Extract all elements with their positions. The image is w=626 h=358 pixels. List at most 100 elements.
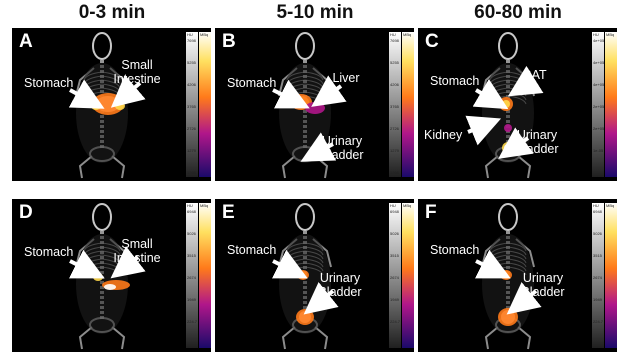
annotation-arrow — [68, 249, 105, 279]
scale-tick-label: 2726 — [187, 126, 196, 131]
scale-tick-label: HU — [390, 203, 396, 208]
scale-tick-label: HU — [187, 32, 193, 37]
annotation-arrow — [507, 65, 544, 97]
scale-tick-label: 2674 — [187, 275, 196, 280]
scale-tick-label: HU — [593, 203, 599, 208]
panel-label: B — [222, 31, 236, 52]
annotation-arrow — [506, 282, 542, 315]
annotation-arrow — [474, 249, 511, 279]
column-header-5-10-min: 5-10 min — [276, 2, 354, 23]
organ-annotation: Small — [121, 58, 153, 72]
image-panel-e: E HU MBq 6948 5026 3515 2674 1949 224.7 Stomach Ur… — [215, 199, 414, 352]
scale-tick-label: 4e+05 — [593, 60, 605, 65]
color-scale-bar — [199, 32, 211, 177]
scale-tick-label: 3765 — [187, 104, 196, 109]
scale-tick-label: 224.7 — [593, 319, 604, 324]
scale-tick-label: 224.7 — [187, 319, 198, 324]
vertebra — [506, 231, 510, 234]
skull — [92, 32, 112, 60]
scale-tick-label: 2674 — [593, 275, 602, 280]
uptake-hotspot — [305, 102, 325, 114]
annotation-arrow — [271, 249, 308, 279]
organ-annotation: Stomach — [24, 245, 74, 259]
uptake-hotspot — [93, 273, 103, 281]
grayscale-bar — [186, 203, 198, 348]
organ-annotation: Intestine — [113, 72, 161, 86]
hindlimb — [111, 155, 126, 179]
annotation-arrow — [303, 282, 339, 315]
color-scale-bar — [402, 32, 414, 177]
annotation-arrow — [465, 115, 502, 146]
panel-label: A — [19, 31, 33, 52]
scale-tick-label: 2726 — [390, 126, 399, 131]
organ-annotation: Bladder — [318, 285, 362, 299]
grayscale-bar — [592, 203, 604, 348]
scale-tick-label: 2e+05 — [593, 104, 605, 109]
uptake-hotspot — [296, 309, 314, 325]
scale-tick-label: 1949 — [593, 297, 602, 302]
skull — [92, 203, 112, 231]
organ-annotation: Kidney — [424, 128, 463, 142]
scale-tick-label: 7698 — [390, 38, 399, 43]
annotation-arrow — [272, 79, 310, 109]
annotation-arrow — [110, 74, 146, 108]
hindlimb — [111, 326, 126, 350]
uptake-hotspot — [104, 284, 116, 290]
scale-tick-label: 3515 — [187, 253, 196, 258]
annotation-arrow — [498, 127, 534, 159]
color-scale-bar — [199, 203, 211, 348]
vertebra — [100, 231, 104, 234]
scale-tick-label: 6948 — [593, 209, 602, 214]
column-header-0-3-min: 0-3 min — [78, 2, 146, 23]
scale-tick-label: MBq — [606, 203, 615, 208]
skull — [295, 32, 315, 60]
scale-tick-label: 3765 — [390, 104, 399, 109]
hindlimb — [78, 155, 93, 179]
color-scale-bar — [402, 203, 414, 348]
organ-annotation: Liver — [332, 71, 360, 85]
annotation-arrow — [311, 75, 347, 107]
organ-annotation: Stomach — [430, 243, 480, 257]
scale-tick-label: 1e-05 — [593, 148, 604, 153]
scale-tick-label: 4206 — [187, 82, 196, 87]
panel-graphic — [68, 203, 211, 350]
image-panel-a: A HU MBq 7698 5255 4206 3765 2726 1279 1265 Stomac… — [12, 28, 211, 181]
image-panel-b: B HU MBq 7698 5255 4206 3765 2726 1279 1265 Stomac… — [215, 28, 414, 181]
scale-tick-label: 5026 — [593, 231, 602, 236]
scale-tick-label: 1265 — [187, 170, 196, 175]
scale-tick-label: 3515 — [390, 253, 399, 258]
organ-annotation: Urinary — [516, 128, 558, 142]
annotation-arrow — [68, 79, 105, 109]
panel-graphic — [272, 32, 414, 179]
scale-tick-label: 5026 — [390, 231, 399, 236]
scale-tick-label: 1265 — [390, 170, 399, 175]
organ-annotation: Urinary — [319, 271, 361, 285]
uptake-hotspot — [502, 100, 510, 108]
scale-tick-label: 7698 — [187, 38, 196, 43]
organ-annotation: Stomach — [24, 76, 74, 90]
scale-tick-label: MBq — [403, 32, 412, 37]
scale-tick-label: 6948 — [187, 209, 196, 214]
organ-annotation: Urinary — [321, 134, 363, 148]
annotation-arrow — [472, 79, 509, 110]
skull — [498, 203, 518, 231]
panel-label: C — [425, 31, 439, 52]
scale-tick-label: 5255 — [187, 60, 196, 65]
scale-tick-label: MBq — [200, 32, 209, 37]
panel-graphic — [474, 203, 617, 350]
vertebra — [303, 60, 307, 63]
organ-annotation: Bladder — [521, 285, 565, 299]
grayscale-bar — [389, 203, 401, 348]
uptake-hotspot — [115, 102, 125, 110]
organ-annotation: Small — [121, 237, 153, 251]
skull — [295, 203, 315, 231]
scale-tick-label: 4e+05 — [593, 38, 605, 43]
scale-tick-label: 6948 — [390, 209, 399, 214]
grayscale-bar — [592, 32, 604, 177]
hindlimb — [484, 326, 499, 350]
scale-tick-label: 1279 — [390, 148, 399, 153]
hindlimb — [281, 155, 296, 179]
image-panel-d: D HU MBq 6948 5026 3515 2674 1949 224.7 Stomach Sm… — [12, 199, 211, 352]
organ-annotation: Stomach — [227, 76, 277, 90]
scale-tick-label: MBq — [200, 203, 209, 208]
